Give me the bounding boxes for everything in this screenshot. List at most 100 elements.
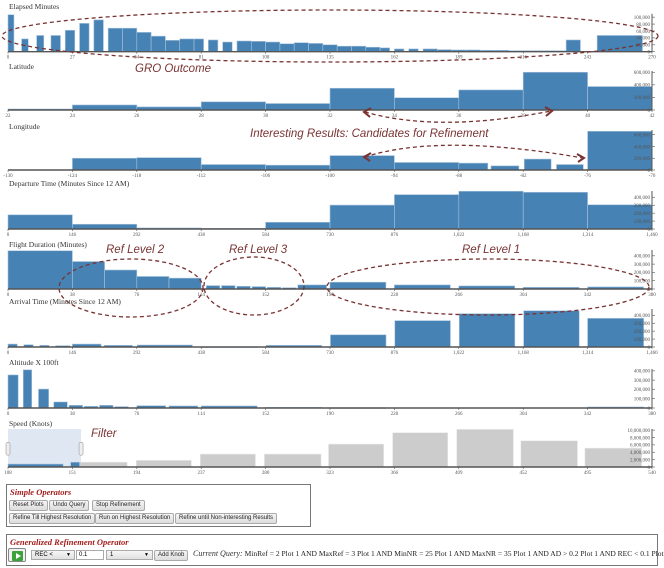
filter-brush[interactable] xyxy=(8,429,82,467)
bar xyxy=(329,87,395,111)
y-tick-label: 100,000 xyxy=(634,398,651,403)
x-tick-label: 292 xyxy=(133,233,141,238)
bar xyxy=(136,276,170,290)
brush-handle[interactable] xyxy=(78,441,84,456)
bar xyxy=(64,29,76,53)
y-tick-label: 0 xyxy=(648,407,651,412)
x-tick-label: -82 xyxy=(520,174,527,179)
x-tick-label: 38 xyxy=(70,412,76,417)
plot-select[interactable]: 1 ▼ xyxy=(106,550,153,560)
ref-level-1-ellipse xyxy=(326,258,650,316)
y-tick-label: 4,000,000 xyxy=(630,451,651,456)
x-tick-label: 24 xyxy=(70,114,76,119)
refine-until-non-interesting-button[interactable]: Refine until Non-interesting Results xyxy=(175,513,278,524)
x-tick-label: 108 xyxy=(262,56,270,61)
bar xyxy=(265,221,331,230)
dropdown-arrow-icon: ▼ xyxy=(66,552,71,558)
bar xyxy=(458,313,516,348)
x-tick-label: 36 xyxy=(456,114,462,119)
y-tick-label: 200,000 xyxy=(634,212,651,217)
x-tick-label: 438 xyxy=(197,233,205,238)
chart-6: Altitude X 100ft 0 38 76 114 152 190 228 266 304 3… xyxy=(7,358,657,417)
undo-query-button[interactable]: Undo Query xyxy=(49,500,90,511)
x-tick-label: 32 xyxy=(328,114,334,119)
x-tick-label: -124 xyxy=(68,174,78,179)
x-tick-label: 1,168 xyxy=(518,233,530,238)
refine-till-highest-resolution-button[interactable]: Refine Till Highest Resolution xyxy=(9,513,96,524)
x-tick-label: -100 xyxy=(325,174,335,179)
bar xyxy=(165,39,181,52)
x-tick-label: 1,022 xyxy=(453,351,465,356)
y-tick-label: 40,000 xyxy=(636,37,650,42)
brush-handle[interactable] xyxy=(5,441,11,456)
y-tick-label: 8,000,000 xyxy=(630,436,651,441)
bar xyxy=(72,261,105,290)
bar xyxy=(329,155,395,171)
x-tick-label: 194 xyxy=(133,471,141,476)
y-tick-label: 400,000 xyxy=(634,145,651,150)
x-tick-label: 584 xyxy=(262,233,270,238)
x-tick-label: 189 xyxy=(455,56,463,61)
x-tick-label: 151 xyxy=(69,471,77,476)
bar xyxy=(7,374,19,409)
interesting-arrow-top xyxy=(364,110,552,123)
threshold-input[interactable]: 0.1 xyxy=(76,550,104,560)
y-tick-label: 0 xyxy=(648,51,651,56)
add-knob-button[interactable]: Add Knob xyxy=(154,550,189,561)
chart-2: Longitude -130 -124 -118 -112 -106 -100 -94 -88 -… xyxy=(3,122,655,179)
ref-level-3-ellipse xyxy=(203,256,305,316)
x-tick-label: 216 xyxy=(519,56,527,61)
y-tick-label: 10,000,000 xyxy=(628,429,651,434)
bar xyxy=(329,281,387,290)
interesting-arrow-bottom xyxy=(364,144,584,159)
x-tick-label: 1,460 xyxy=(646,351,658,356)
x-tick-label: 1,314 xyxy=(582,351,594,356)
bar xyxy=(53,401,68,409)
x-tick-label: 30 xyxy=(263,114,269,119)
reset-plots-button[interactable]: Reset Plots xyxy=(9,500,48,511)
y-tick-label: 0 xyxy=(648,466,651,471)
stop-refinement-button[interactable]: Stop Refinement xyxy=(92,500,145,511)
bar xyxy=(565,39,581,52)
bar xyxy=(394,162,460,171)
x-tick-label: 380 xyxy=(648,412,656,417)
chart-title: Latitude xyxy=(9,62,35,71)
bar xyxy=(38,388,49,409)
y-tick-label: 200,000 xyxy=(634,271,651,276)
x-tick-label: 342 xyxy=(584,412,592,417)
chart-7: Speed (Knots) 108 151 194 237 280 323 366 409 452… xyxy=(4,419,656,476)
x-tick-label: 876 xyxy=(391,351,399,356)
inactive-bar xyxy=(456,429,514,468)
bar xyxy=(308,43,324,53)
bar xyxy=(322,44,338,52)
x-tick-label: 266 xyxy=(455,293,463,298)
y-tick-label: 100,000 xyxy=(634,280,651,285)
x-tick-label: 730 xyxy=(326,351,334,356)
y-tick-label: 300,000 xyxy=(634,204,651,209)
bar xyxy=(523,158,552,171)
inactive-bar xyxy=(79,461,128,468)
bar xyxy=(522,71,588,111)
x-tick-label: 146 xyxy=(69,233,77,238)
x-tick-label: 1,168 xyxy=(518,351,530,356)
metric-select[interactable]: REC < ▼ xyxy=(31,550,75,560)
bar xyxy=(70,461,80,468)
y-tick-label: 300,000 xyxy=(634,263,651,268)
x-tick-label: 228 xyxy=(391,412,399,417)
x-tick-label: 438 xyxy=(197,351,205,356)
x-tick-label: 1,022 xyxy=(453,233,465,238)
y-tick-label: 200,000 xyxy=(634,330,651,335)
ref-level-2-label: Ref Level 2 xyxy=(106,244,165,256)
x-tick-label: 34 xyxy=(392,114,398,119)
x-tick-label: 380 xyxy=(648,293,656,298)
run-on-highest-resolution-button[interactable]: Run on Highest Resolution xyxy=(95,513,175,524)
x-tick-label: 26 xyxy=(134,114,140,119)
bar xyxy=(168,277,202,290)
bar xyxy=(200,101,266,111)
run-button[interactable] xyxy=(8,548,26,562)
bar xyxy=(587,204,653,230)
bar xyxy=(351,45,367,52)
gro-outcome-ellipse xyxy=(1,9,659,63)
bar xyxy=(250,41,266,53)
generalized-refinement-panel: Generalized Refinement Operator REC < ▼ 0… xyxy=(6,534,664,566)
